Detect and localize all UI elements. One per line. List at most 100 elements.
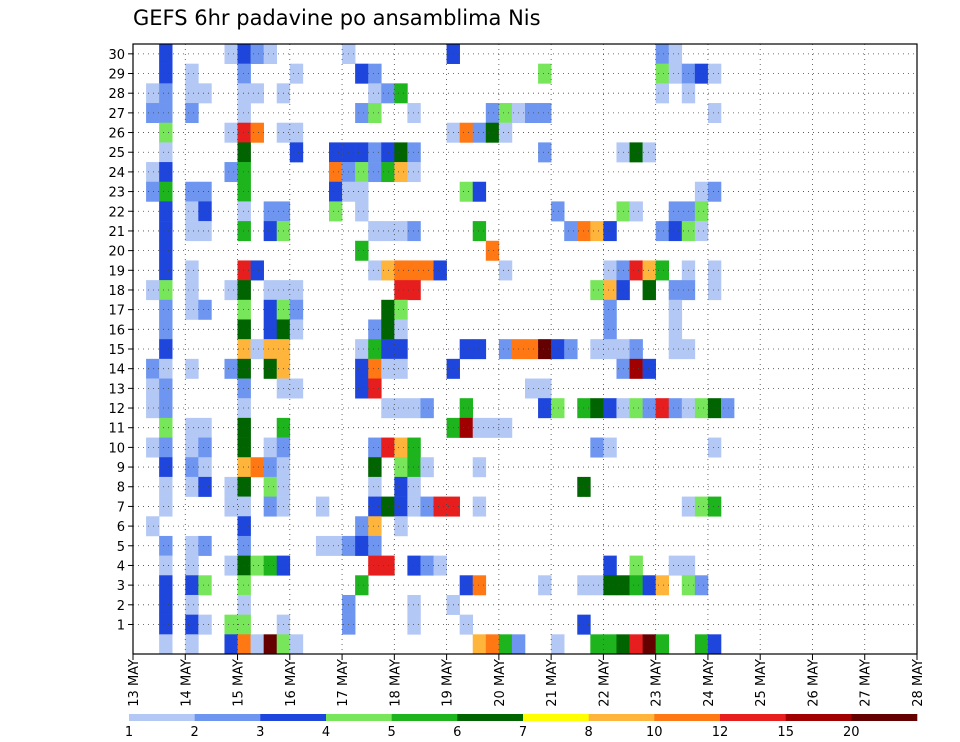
heatmap-cell: [551, 339, 565, 360]
y-tick-label: 3: [117, 579, 125, 594]
heatmap-cell: [224, 476, 238, 497]
heatmap-cell: [263, 299, 278, 320]
heatmap-cell: [289, 63, 304, 84]
heatmap-cell: [394, 280, 408, 301]
heatmap-cell: [250, 555, 264, 576]
heatmap-cell: [407, 162, 421, 183]
heatmap-cell: [159, 555, 173, 576]
heatmap-cell: [381, 162, 395, 183]
heatmap-cell: [459, 122, 474, 143]
heatmap-cell: [185, 358, 199, 379]
colorbar-label: 3: [256, 725, 264, 740]
x-tick-label: 27 MAY: [859, 659, 874, 707]
heatmap-cell: [185, 614, 199, 635]
y-tick-label: 29: [108, 68, 125, 83]
heatmap-cell: [394, 221, 408, 242]
heatmap-cell: [668, 398, 683, 419]
y-tick-label: 23: [108, 186, 125, 201]
colorbar-label: 2: [191, 725, 199, 740]
y-tick-label: 15: [108, 343, 125, 358]
heatmap-cell: [263, 358, 278, 379]
heatmap-cell: [629, 555, 643, 576]
grid-lines: [133, 44, 917, 654]
heatmap-cell: [237, 594, 251, 615]
colorbar-label: 20: [843, 725, 860, 740]
heatmap-cell: [355, 516, 369, 537]
heatmap-cell: [472, 496, 487, 517]
heatmap-cell: [394, 358, 408, 379]
heatmap-cell: [538, 63, 552, 84]
heatmap-cell: [263, 496, 278, 517]
heatmap-cell: [655, 634, 670, 655]
heatmap-cell: [146, 83, 160, 104]
heatmap-cell: [642, 634, 656, 655]
heatmap-cell: [159, 221, 173, 242]
colorbar-label: 7: [519, 725, 527, 740]
heatmap-cell: [668, 201, 683, 222]
heatmap-cell: [694, 181, 709, 202]
heatmap-cell: [472, 575, 487, 596]
y-tick-label: 17: [108, 304, 125, 319]
heatmap-cell: [355, 339, 369, 360]
heatmap-cell: [394, 437, 408, 458]
heatmap-cell: [185, 417, 199, 438]
colorbar-swatch: [129, 714, 195, 721]
y-tick-label: 13: [108, 382, 125, 397]
y-tick-label: 9: [117, 461, 125, 476]
heatmap-cell: [329, 162, 343, 183]
y-tick-label: 5: [117, 540, 125, 555]
heatmap-cell: [381, 299, 395, 320]
heatmap-cell: [551, 634, 565, 655]
heatmap-cell: [538, 339, 552, 360]
heatmap-cell: [237, 162, 251, 183]
heatmap-cell: [407, 555, 421, 576]
heatmap-cell: [263, 457, 278, 478]
heatmap-cell: [237, 83, 251, 104]
heatmap-cell: [407, 594, 421, 615]
colorbar: 1 2 3 4 5 6 7 8 10 12 15 20: [125, 714, 918, 740]
heatmap-cell: [355, 575, 369, 596]
heatmap-cell: [159, 260, 173, 281]
heatmap-cell: [237, 535, 251, 556]
heatmap-cell: [146, 162, 160, 183]
x-tick-label: 19 MAY: [441, 659, 456, 707]
heatmap-cell: [407, 476, 421, 497]
heatmap-cell: [459, 575, 474, 596]
heatmap-cell: [538, 398, 552, 419]
heatmap-cell: [250, 339, 264, 360]
heatmap-cell: [707, 260, 722, 281]
heatmap-cell: [420, 260, 434, 281]
heatmap-cell: [159, 437, 173, 458]
heatmap-cell: [146, 437, 160, 458]
heatmap-cell: [250, 122, 264, 143]
heatmap-cell: [355, 162, 369, 183]
heatmap-cell: [355, 358, 369, 379]
plot-frame: [132, 43, 918, 655]
heatmap-cell: [368, 437, 382, 458]
y-tick-label: 7: [117, 500, 125, 515]
heatmap-cell: [368, 103, 382, 124]
heatmap-cell: [368, 339, 382, 360]
heatmap-cell: [694, 634, 709, 655]
y-tick-label: 30: [108, 48, 125, 63]
heatmap-cell: [159, 181, 173, 202]
heatmap-cell: [237, 122, 251, 143]
heatmap-cell: [198, 575, 212, 596]
heatmap-cell: [433, 555, 447, 576]
heatmap-cell: [642, 260, 656, 281]
heatmap-cell: [368, 378, 382, 399]
x-tick-label: 21 MAY: [545, 659, 560, 707]
heatmap-cell: [237, 555, 251, 576]
colorbar-label: 4: [322, 725, 330, 740]
heatmap-cell: [498, 260, 513, 281]
heatmap-cell: [185, 457, 199, 478]
y-tick-label: 10: [108, 441, 125, 456]
heatmap-cell: [394, 516, 408, 537]
heatmap-cell: [538, 575, 552, 596]
heatmap-cell: [237, 181, 251, 202]
heatmap-cell: [146, 280, 160, 301]
heatmap-cell: [668, 339, 683, 360]
heatmap-cell: [407, 103, 421, 124]
heatmap-cell: [250, 457, 264, 478]
heatmap-cell: [159, 339, 173, 360]
